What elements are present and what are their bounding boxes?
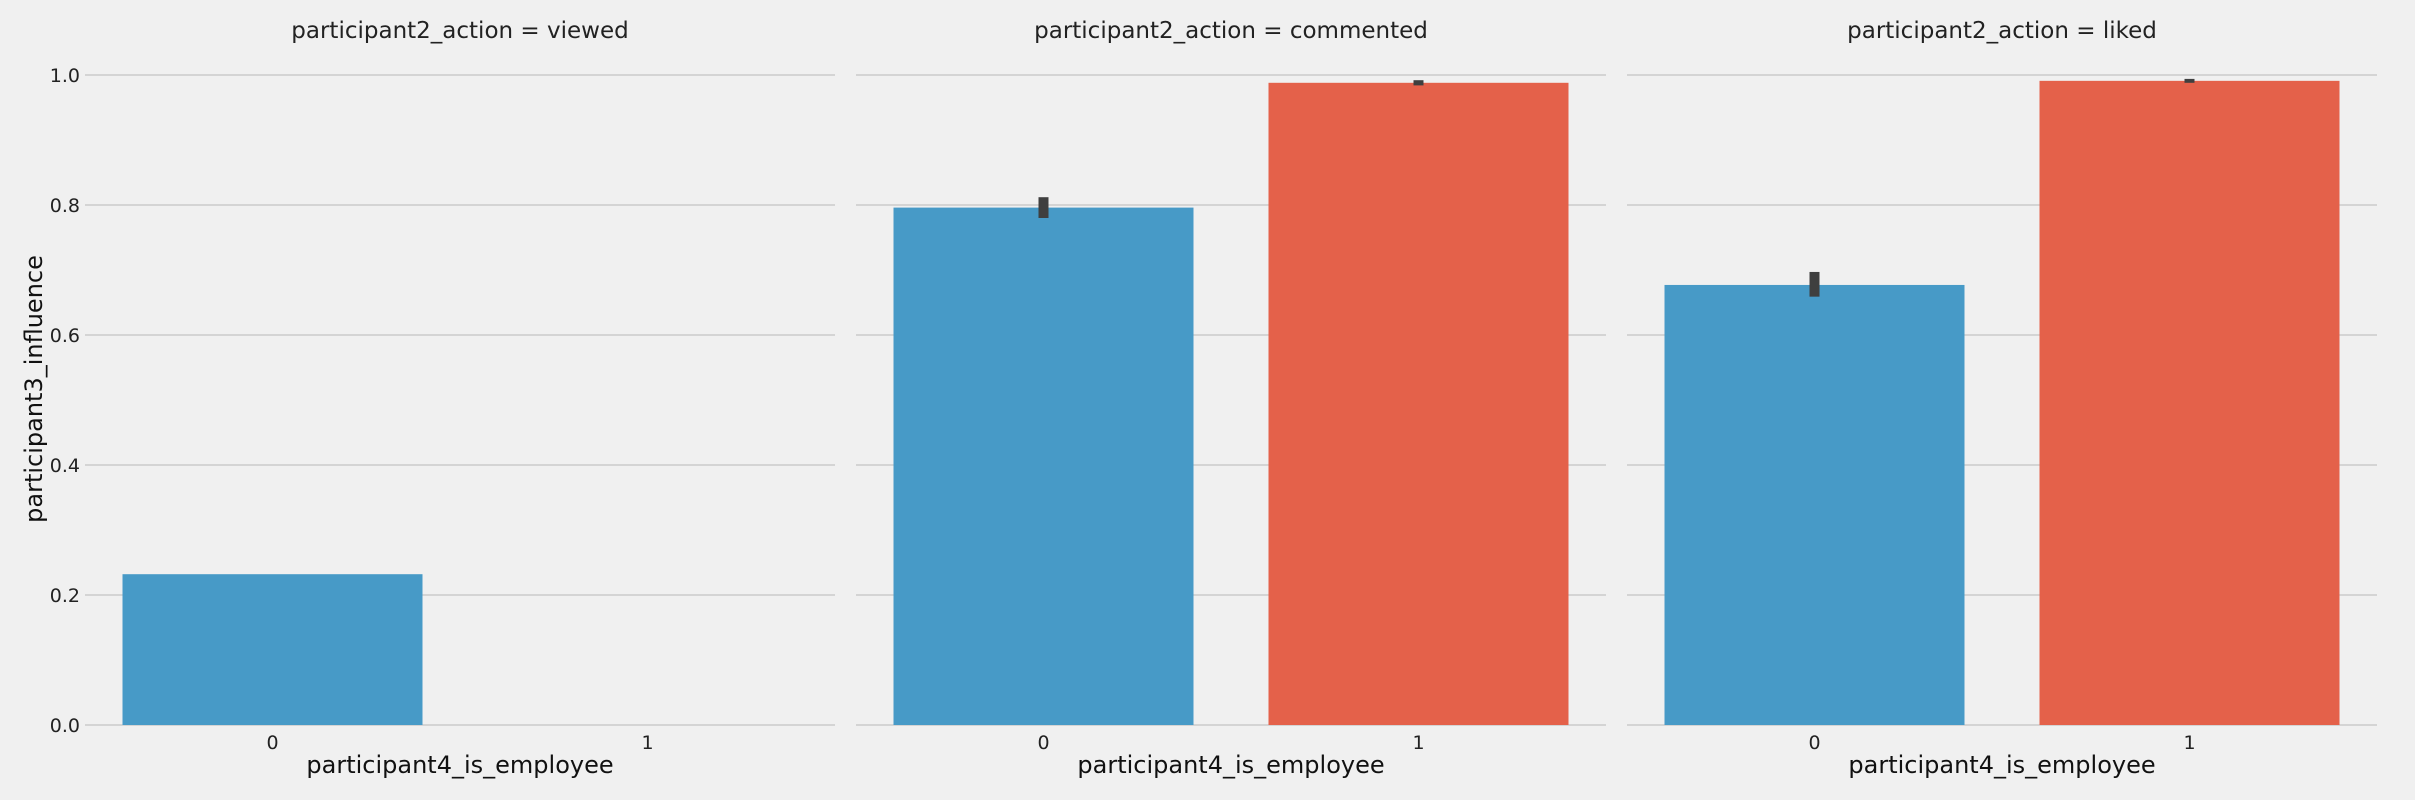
y-tick-label: 0.8 — [50, 195, 80, 217]
x-axis-label: participant4_is_employee — [1077, 751, 1384, 779]
panel-title: participant2_action = liked — [1847, 18, 2157, 44]
x-tick-label: 1 — [2183, 732, 2195, 754]
x-tick-label: 0 — [1808, 732, 1820, 754]
panel-title: participant2_action = commented — [1034, 18, 1428, 44]
x-tick-label: 1 — [1412, 732, 1424, 754]
y-tick-label: 0.6 — [50, 325, 80, 347]
bar-0 — [893, 207, 1194, 726]
x-tick-label: 0 — [1037, 732, 1049, 754]
y-tick-label: 0.4 — [50, 455, 80, 477]
bar-0 — [1664, 284, 1965, 725]
bar-0 — [122, 574, 423, 725]
y-tick-label: 0.2 — [50, 585, 80, 607]
y-tick-label: 0.0 — [50, 715, 80, 737]
x-axis-label: participant4_is_employee — [306, 751, 613, 779]
y-tick-label: 1.0 — [50, 65, 80, 87]
x-tick-label: 0 — [266, 732, 278, 754]
bar-1 — [1268, 82, 1569, 726]
y-axis-label: participant3_influence — [20, 255, 48, 523]
panel-title: participant2_action = viewed — [291, 18, 628, 44]
x-tick-label: 1 — [641, 732, 653, 754]
bar-1 — [2039, 80, 2340, 726]
x-axis-label: participant4_is_employee — [1848, 751, 2155, 779]
